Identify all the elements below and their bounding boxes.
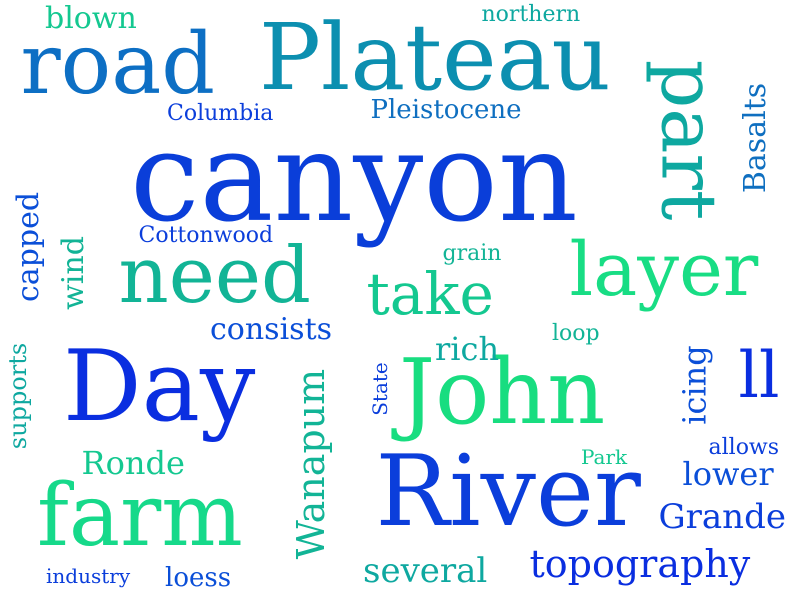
- word-plateau: Plateau: [259, 4, 611, 111]
- word-loop: loop: [552, 321, 600, 346]
- word-state: State: [367, 362, 392, 416]
- word-loess: loess: [165, 563, 232, 593]
- word-river: River: [375, 435, 641, 549]
- word-wanapum: Wanapum: [289, 368, 334, 560]
- word-lower: lower: [682, 455, 774, 493]
- word-road: road: [20, 15, 216, 113]
- word-supports: supports: [4, 342, 33, 450]
- word-basalts: Basalts: [738, 82, 774, 194]
- word-rich: rich: [435, 330, 500, 368]
- word-grain: grain: [442, 241, 502, 266]
- word-need: need: [118, 231, 312, 321]
- word-canyon: canyon: [130, 106, 578, 250]
- word-park: Park: [581, 445, 628, 469]
- word-layer: layer: [569, 227, 759, 313]
- word-wind: wind: [55, 236, 91, 310]
- word-pleistocene: Pleistocene: [370, 95, 522, 125]
- word-several: several: [363, 551, 488, 591]
- word-take: take: [366, 260, 494, 328]
- word-blown: blown: [45, 1, 137, 36]
- word-john: John: [399, 340, 606, 445]
- word-part: part: [643, 59, 733, 221]
- word-industry: industry: [46, 564, 131, 588]
- word-icing: icing: [675, 345, 714, 425]
- word-day: Day: [63, 330, 256, 444]
- word-ll: ll: [738, 339, 780, 413]
- word-allows: allows: [708, 435, 780, 460]
- word-columbia: Columbia: [167, 101, 274, 126]
- word-capped: capped: [11, 191, 47, 303]
- word-northern: northern: [481, 2, 581, 27]
- word-topography: topography: [529, 542, 751, 586]
- word-cottonwood: Cottonwood: [138, 223, 274, 248]
- word-grande: Grande: [658, 497, 786, 537]
- word-ronde: Ronde: [81, 444, 185, 482]
- word-consists: consists: [210, 312, 333, 347]
- word-farm: farm: [37, 466, 243, 566]
